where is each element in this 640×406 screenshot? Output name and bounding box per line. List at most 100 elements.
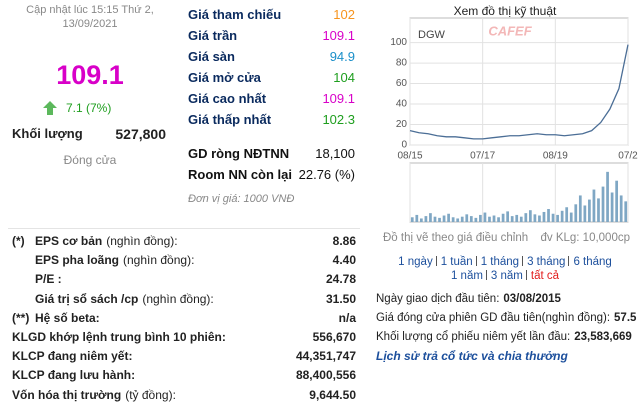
stat-name: EPS pha loãng — [35, 253, 120, 268]
volume-bar — [488, 216, 491, 222]
volume-bar — [433, 216, 437, 222]
period-link[interactable]: 1 tuần — [433, 256, 473, 268]
volume-bar — [619, 195, 623, 222]
quote-value: 109.1 — [322, 28, 355, 43]
period-link[interactable]: tất cả — [523, 270, 559, 282]
volume-bar — [538, 215, 541, 222]
volume-bar — [465, 214, 469, 222]
stat-value: 44,351,747 — [295, 349, 356, 364]
volume-bar — [601, 186, 605, 222]
quote-value: 94.9 — [329, 49, 355, 64]
volume-bar — [492, 215, 496, 222]
stat-mark: (**) — [12, 310, 30, 325]
volume-bar — [606, 171, 609, 222]
volume-bar — [528, 210, 532, 222]
volume-bar — [588, 199, 591, 222]
period-link[interactable]: 1 năm — [450, 270, 483, 282]
volume-bar — [460, 216, 464, 222]
up-arrow — [43, 101, 57, 115]
period-link[interactable]: 6 tháng — [565, 256, 611, 268]
volume-bar — [447, 213, 450, 222]
x-tick-label: 07/2 — [618, 151, 638, 162]
dividend-link[interactable]: Lịch sử trả cổ tức và chia thưởng — [376, 349, 568, 363]
y-tick-label: 80 — [396, 58, 408, 69]
volume-bar — [533, 214, 537, 222]
volume-bar — [497, 217, 500, 222]
volume-bar — [424, 216, 428, 222]
unit-note: Đơn vị giá: 1000 VNĐ — [188, 193, 295, 205]
foreign-label: Room NN còn lại — [188, 167, 293, 182]
quote-label: Giá cao nhất — [188, 91, 267, 106]
stat-label: KLCP đang lưu hành: — [12, 368, 135, 382]
y-tick-label: 40 — [396, 99, 408, 110]
period-link[interactable]: 1 ngày — [398, 256, 433, 268]
price-change: 7.1 (7%) — [66, 101, 112, 115]
volume-bar — [410, 217, 414, 222]
quote-value: 102.3 — [322, 112, 355, 127]
volume-bar — [419, 218, 423, 222]
quote-value: 109.1 — [322, 91, 355, 106]
volume-bar — [565, 207, 569, 222]
volume-bar — [615, 180, 619, 222]
stat-value: 31.50 — [325, 291, 356, 306]
volume-bar — [451, 217, 455, 222]
volume-bar — [574, 204, 578, 222]
chart-title: Xem đồ thị kỹ thuật — [454, 4, 557, 18]
y-tick-label: 100 — [390, 37, 407, 48]
chart: Xem đồ thị kỹ thuật 0 20 40 60 80 100 08/15 07/… — [390, 4, 638, 223]
quote-value: 104 — [333, 70, 355, 85]
volume-label: Khối lượng — [12, 126, 83, 141]
listing-label: Ngày giao dịch đầu tiên: — [376, 293, 500, 305]
volume-bar — [524, 213, 528, 222]
volume-bar — [456, 218, 460, 222]
volume-value: 527,800 — [115, 126, 166, 142]
volume-bar — [438, 217, 441, 222]
listing-row: Giá đóng cửa phiên GD đầu tiên(nghìn đồn… — [376, 312, 636, 324]
volume-bar — [592, 189, 596, 222]
y-tick-label: 60 — [396, 78, 408, 89]
stat-note: (nghìn đồng): — [142, 291, 214, 306]
volume-bar — [624, 201, 628, 222]
foreign-value: 18,100 — [315, 146, 355, 161]
listing-row: Ngày giao dịch đầu tiên: 03/08/2015 — [376, 293, 561, 305]
period-row: 1 năm 3 năm tất cả — [370, 270, 640, 282]
stat-name: Hệ số beta: — [35, 310, 100, 325]
listing-value: 57.5 — [614, 312, 637, 324]
stat-label: P/E : — [35, 272, 62, 286]
stat-mark: (*) — [12, 234, 25, 248]
stat-name: Vốn hóa thị trường — [12, 387, 122, 402]
foreign-label: GD ròng NĐTNN — [188, 146, 290, 161]
volume-bar — [469, 216, 473, 222]
series-label: DGW — [418, 29, 446, 41]
price: 109.1 — [56, 60, 124, 90]
x-tick-label: 08/15 — [397, 151, 422, 162]
period-link[interactable]: 1 tháng — [473, 256, 519, 268]
y-tick-label: 0 — [401, 140, 407, 151]
volume-bar — [429, 213, 432, 222]
stat-label: Vốn hóa thị trường (tỷ đồng): — [12, 388, 176, 402]
stat-name: Giá trị sổ sách /cp — [35, 291, 139, 306]
listing-value: 03/08/2015 — [503, 293, 561, 305]
stat-name: KLGD khớp lệnh trung bình 10 phiên: — [12, 330, 226, 344]
price-line — [409, 44, 629, 140]
update-line: Cập nhật lúc 15:15 Thứ 2, — [26, 4, 154, 16]
stat-name: EPS cơ bản — [35, 234, 103, 248]
period-link[interactable]: 3 năm — [483, 270, 523, 282]
stat-name: KLCP đang lưu hành: — [12, 368, 136, 383]
listing-value: 23,583,669 — [574, 331, 632, 343]
y-tick-label: 20 — [396, 119, 408, 130]
stat-name: KLCP đang niêm yết: — [12, 349, 133, 364]
volume-bar — [610, 192, 614, 222]
quote-label: Giá thấp nhất — [188, 112, 272, 127]
volume-bar — [597, 198, 600, 222]
stat-value: 8.86 — [332, 234, 356, 248]
quote-label: Giá sàn — [188, 49, 235, 64]
stat-value: 4.40 — [332, 253, 356, 268]
volume-bar — [474, 217, 478, 222]
foreign-value: 22.76 (%) — [298, 167, 355, 182]
stat-note: (nghìn đồng): — [106, 234, 178, 248]
quote-label: Giá mở cửa — [188, 70, 261, 85]
period-link[interactable]: 3 tháng — [519, 256, 565, 268]
separator — [8, 228, 360, 229]
